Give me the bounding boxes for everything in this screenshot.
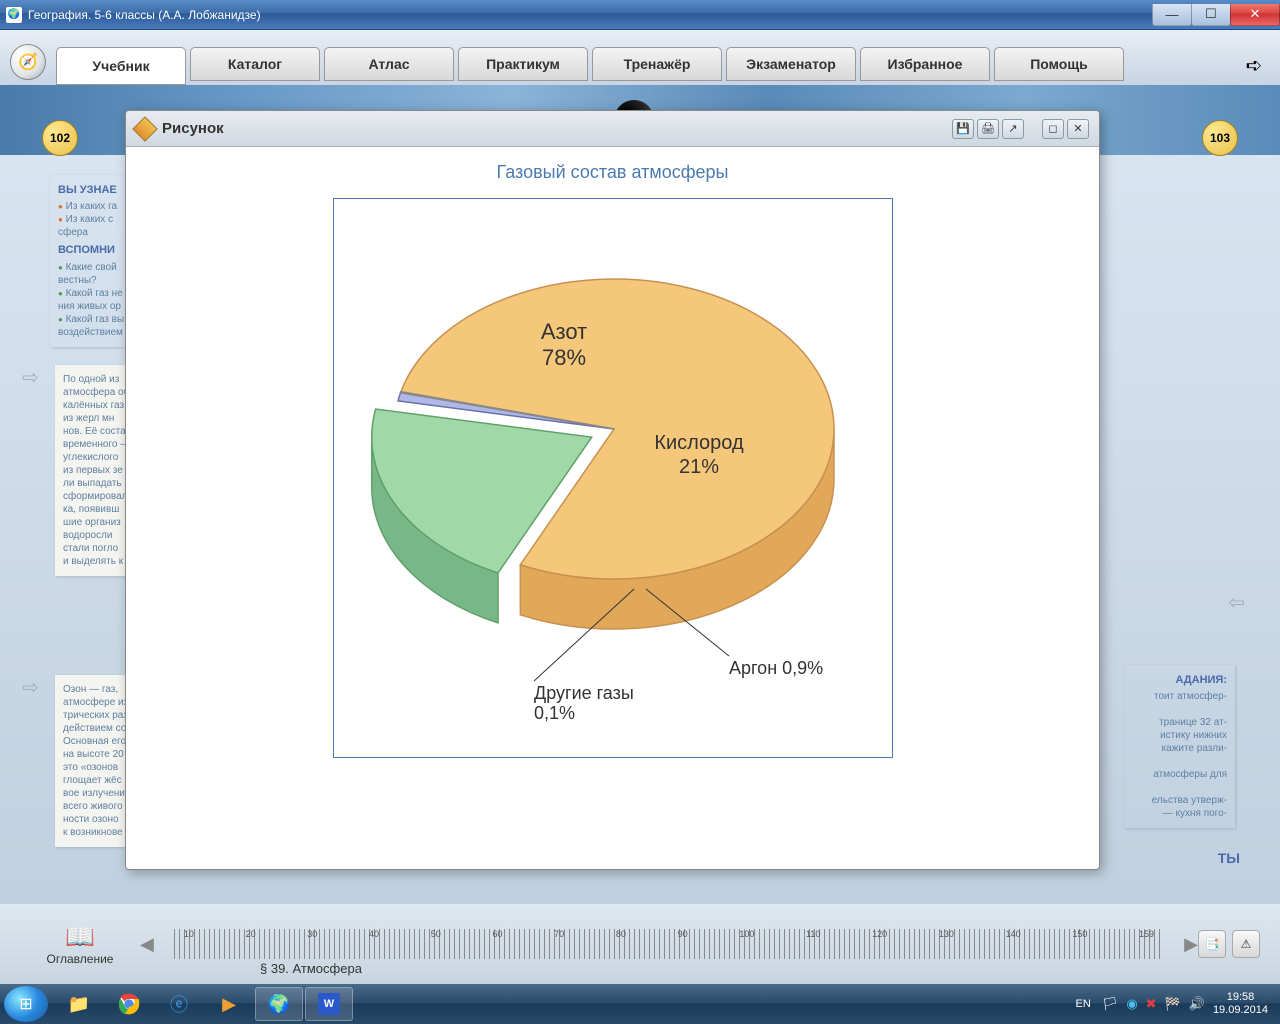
page-number-right: 103 xyxy=(1202,120,1238,156)
taskbar: ⊞ 📁 ⓔ ▶ 🌍 W EN 🏳 ◉ ✖ 🏁 🔊 19:58 19.09.201… xyxy=(0,984,1280,1024)
bg-text: АДАНИЯ: тоит атмосфер- транице 32 ат- ис… xyxy=(1125,665,1235,828)
svg-text:Другие газы: Другие газы xyxy=(534,683,634,703)
taskbar-explorer-icon[interactable]: 📁 xyxy=(55,987,103,1021)
page-number-left: 102 xyxy=(42,120,78,156)
taskbar-word-icon[interactable]: W xyxy=(305,987,353,1021)
exit-icon[interactable]: ➪ xyxy=(1238,49,1270,81)
tab-Практикум[interactable]: Практикум xyxy=(458,47,588,81)
ruler-tick: 159 xyxy=(1139,929,1154,939)
dialog-icon xyxy=(132,116,157,141)
book-icon: 📖 xyxy=(20,923,140,952)
app-icon: 🌍 xyxy=(6,7,22,23)
ruler-tick: 90 xyxy=(678,929,688,939)
warning-icon[interactable]: ⚠ xyxy=(1232,930,1260,958)
dialog-title-bar[interactable]: Рисунок 💾 🖨 ↗ ◻ ✕ xyxy=(126,111,1099,147)
ruler-tick: 80 xyxy=(616,929,626,939)
tray-clock[interactable]: 19:58 19.09.2014 xyxy=(1213,991,1268,1017)
svg-text:21%: 21% xyxy=(678,456,718,478)
ruler-tick: 110 xyxy=(806,929,820,939)
arrow-icon: ⇨ xyxy=(22,675,39,700)
ruler-tick: 20 xyxy=(246,929,256,939)
tab-Каталог[interactable]: Каталог xyxy=(190,47,320,81)
tray-app-icon[interactable]: ◉ xyxy=(1126,996,1137,1012)
tab-bar: 🧭 УчебникКаталогАтласПрактикумТренажёрЭк… xyxy=(0,30,1280,85)
close-dialog-icon[interactable]: ✕ xyxy=(1067,119,1089,139)
maximize-button[interactable]: ☐ xyxy=(1191,4,1231,26)
ruler-tick: 10 xyxy=(184,929,194,939)
arrow-icon: ⇦ xyxy=(1228,590,1245,615)
arrow-icon: ⇨ xyxy=(22,365,39,390)
window-title: География. 5-6 классы (А.А. Лобжанидзе) xyxy=(28,8,261,22)
tray-action-center-icon[interactable]: 🏳 xyxy=(1102,996,1119,1012)
taskbar-ie-icon[interactable]: ⓔ xyxy=(155,987,203,1021)
page-ruler[interactable]: 10 20 30 40 50 60 70 80 90 100 110 120 130 140 150 159 xyxy=(174,929,1164,959)
tab-Учебник[interactable]: Учебник xyxy=(56,47,186,85)
svg-text:Азот: Азот xyxy=(540,319,586,344)
svg-text:Кислород: Кислород xyxy=(654,432,744,454)
minimize-button[interactable]: — xyxy=(1152,4,1192,26)
taskbar-chrome-icon[interactable] xyxy=(105,987,153,1021)
ruler-tick: 130 xyxy=(939,929,954,939)
window-title-bar: 🌍 География. 5-6 классы (А.А. Лобжанидзе… xyxy=(0,0,1280,30)
taskbar-mediaplayer-icon[interactable]: ▶ xyxy=(205,987,253,1021)
ruler-tick: 30 xyxy=(307,929,317,939)
ruler-tick: 120 xyxy=(872,929,887,939)
start-button[interactable]: ⊞ xyxy=(4,986,48,1022)
ruler-tick: 140 xyxy=(1006,929,1021,939)
svg-text:Аргон 0,9%: Аргон 0,9% xyxy=(729,658,823,678)
save-icon[interactable]: 💾 xyxy=(952,119,974,139)
close-button[interactable]: ✕ xyxy=(1230,4,1280,26)
ruler-tick: 100 xyxy=(739,929,754,939)
export-icon[interactable]: ↗ xyxy=(1002,119,1024,139)
tray-volume-icon[interactable]: 🔊 xyxy=(1189,996,1205,1012)
tab-Атлас[interactable]: Атлас xyxy=(324,47,454,81)
pie-chart: Азот78% Кислород21% Аргон 0,9% Другие газы0… xyxy=(333,198,893,758)
tab-Тренажёр[interactable]: Тренажёр xyxy=(592,47,722,81)
tray-security-icon[interactable]: ✖ xyxy=(1146,996,1157,1012)
tab-Избранное[interactable]: Избранное xyxy=(860,47,990,81)
maximize-dialog-icon[interactable]: ◻ xyxy=(1042,119,1064,139)
ruler-next-icon[interactable]: ▶ xyxy=(1184,934,1198,955)
tab-Помощь[interactable]: Помощь xyxy=(994,47,1124,81)
image-dialog: Рисунок 💾 🖨 ↗ ◻ ✕ Газовый состав атмосфе… xyxy=(125,110,1100,870)
taskbar-app-icon[interactable]: 🌍 xyxy=(255,987,303,1021)
app-logo[interactable]: 🧭 xyxy=(10,44,46,80)
tab-Экзаменатор[interactable]: Экзаменатор xyxy=(726,47,856,81)
bookmark-add-icon[interactable]: 📑 xyxy=(1198,930,1226,958)
svg-text:0,1%: 0,1% xyxy=(534,703,575,723)
print-icon[interactable]: 🖨 xyxy=(977,119,999,139)
ruler-tick: 40 xyxy=(369,929,379,939)
chart-title: Газовый состав атмосферы xyxy=(141,162,1084,183)
contents-button[interactable]: 📖 Оглавление xyxy=(20,923,140,966)
app-footer: 📖 Оглавление ◀ 1020304050607080901001101… xyxy=(0,904,1280,984)
ruler-tick: 70 xyxy=(554,929,564,939)
ruler-tick: 150 xyxy=(1072,929,1087,939)
ruler-tick: 50 xyxy=(431,929,441,939)
tray-network-icon[interactable]: 🏁 xyxy=(1165,996,1181,1012)
ruler-prev-icon[interactable]: ◀ xyxy=(140,934,154,955)
chapter-label: § 39. Атмосфера xyxy=(260,961,362,976)
dialog-title: Рисунок xyxy=(162,120,224,137)
ruler-tick: 60 xyxy=(492,929,502,939)
svg-text:78%: 78% xyxy=(541,345,585,370)
tray-language[interactable]: EN xyxy=(1073,996,1094,1012)
bg-text: ТЫ xyxy=(1218,850,1240,866)
